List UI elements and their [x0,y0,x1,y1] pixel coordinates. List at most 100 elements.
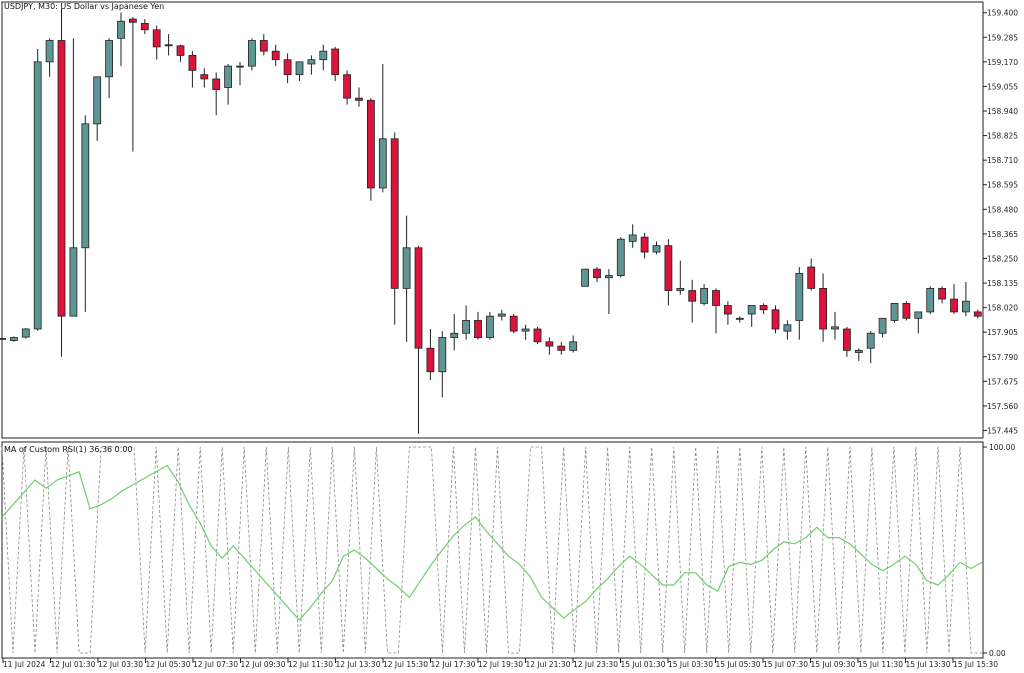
time-tick-label: 11 Jul 2024 [3,660,46,669]
price-tick-label: 158.365 [987,230,1018,239]
candle-body [450,332,459,338]
candles-group [0,8,982,434]
price-tick-label: 159.170 [987,58,1018,67]
candle-body [176,45,185,56]
rsi-ma-series [1,464,983,621]
price-tick-label: 158.135 [987,279,1018,288]
price-tick-label: 158.710 [987,156,1018,165]
time-tick-label: 15 Jul 05:30 [716,660,761,669]
candle-body [700,287,708,304]
indicator-title: MA of Custom RSI(1) 36.36 0.00 [4,445,133,454]
time-tick-label: 15 Jul 13:30 [906,660,951,669]
candle-body [474,320,482,338]
time-tick-label: 12 Jul 03:30 [98,660,143,669]
candle-body [188,55,197,71]
candle-body [212,78,221,91]
candle-body [200,74,209,80]
candle-body [236,65,244,68]
candle-body [771,309,780,330]
candle-body [616,238,625,276]
main-price-pane[interactable]: USDJPY, M30: US Dollar vs Japanese Yen [0,1,984,439]
candle-body [640,236,649,253]
candle-body [414,247,423,349]
candle-body [140,22,149,31]
time-tick-label: 12 Jul 11:30 [288,660,333,669]
candle-body [117,20,125,39]
price-tick-label: 157.790 [987,353,1018,362]
price-tick-label: 158.825 [987,132,1018,141]
indicator-tick-label: 100.00 [989,443,1015,452]
candle-body [343,74,352,99]
candle-body [581,268,589,287]
candle-body [628,234,637,242]
candle-body [605,275,613,279]
candle-body [283,59,292,76]
indicator-axis: 100.00 0.00 [983,443,1015,658]
candle-body [497,313,506,317]
candle-body [81,123,90,249]
candle-body [545,341,554,347]
candle-body [688,290,697,302]
candle-body [712,290,720,306]
time-tick-label: 15 Jul 03:30 [668,660,713,669]
price-tick-label: 158.940 [987,107,1018,116]
candle-body [831,326,839,330]
candle-body [783,324,792,332]
candle-body [247,40,256,67]
time-tick-label: 12 Jul 09:30 [241,660,286,669]
candle-body [331,48,340,76]
indicator-pane[interactable]: MA of Custom RSI(1) 36.36 0.00 [1,441,984,659]
price-tick-label: 158.250 [987,254,1018,263]
candle-body [295,61,304,76]
candle-body [0,338,6,340]
time-tick-label: 15 Jul 07:30 [763,660,808,669]
price-tick-label: 158.020 [987,304,1018,313]
candle-body [378,138,387,189]
price-tick-label: 158.480 [987,205,1018,214]
candle-body [69,247,78,317]
candle-body [105,40,113,78]
candle-body [521,328,530,332]
candle-body [795,273,804,321]
candle-body [973,311,982,317]
candle-body [890,302,899,321]
price-axis: 159.400 159.285 159.170 159.055 158.940 158.8… [983,9,1018,436]
candle-body [664,245,673,291]
rsi-raw-line [1,446,982,654]
candle-body [676,287,685,291]
candle-body [355,97,363,101]
candle-body [902,302,911,319]
candle-body [747,305,756,315]
time-tick-label: 15 Jul 09:30 [811,660,856,669]
candle-body [569,341,578,351]
candle-body [307,59,316,65]
candle-body [962,300,970,313]
time-tick-label: 12 Jul 23:30 [573,660,618,669]
time-tick-label: 12 Jul 07:30 [193,660,238,669]
price-tick-label: 159.400 [987,9,1018,18]
price-tick-label: 157.445 [987,427,1018,436]
candle-body [807,266,816,289]
candle-body [45,40,54,63]
candle-body [9,337,18,341]
candle-body [426,347,435,373]
candle-body [926,287,935,313]
candle-body [843,328,851,351]
candle-body [164,44,173,47]
candle-body [509,315,518,332]
candle-body [57,40,66,317]
rsi-raw-series [1,446,982,654]
rsi-ma-line [1,464,983,621]
time-tick-label: 15 Jul 01:30 [621,660,666,669]
time-tick-label: 12 Jul 19:30 [478,660,523,669]
price-tick-label: 157.675 [987,377,1018,386]
candle-body [878,317,887,334]
candle-body [485,315,494,338]
candle-body [724,305,732,315]
indicator-tick-label: 0.00 [989,649,1006,658]
candle-body [866,332,875,349]
time-tick-label: 12 Jul 01:30 [51,660,96,669]
candle-body [224,65,233,88]
candle-body [533,328,542,343]
